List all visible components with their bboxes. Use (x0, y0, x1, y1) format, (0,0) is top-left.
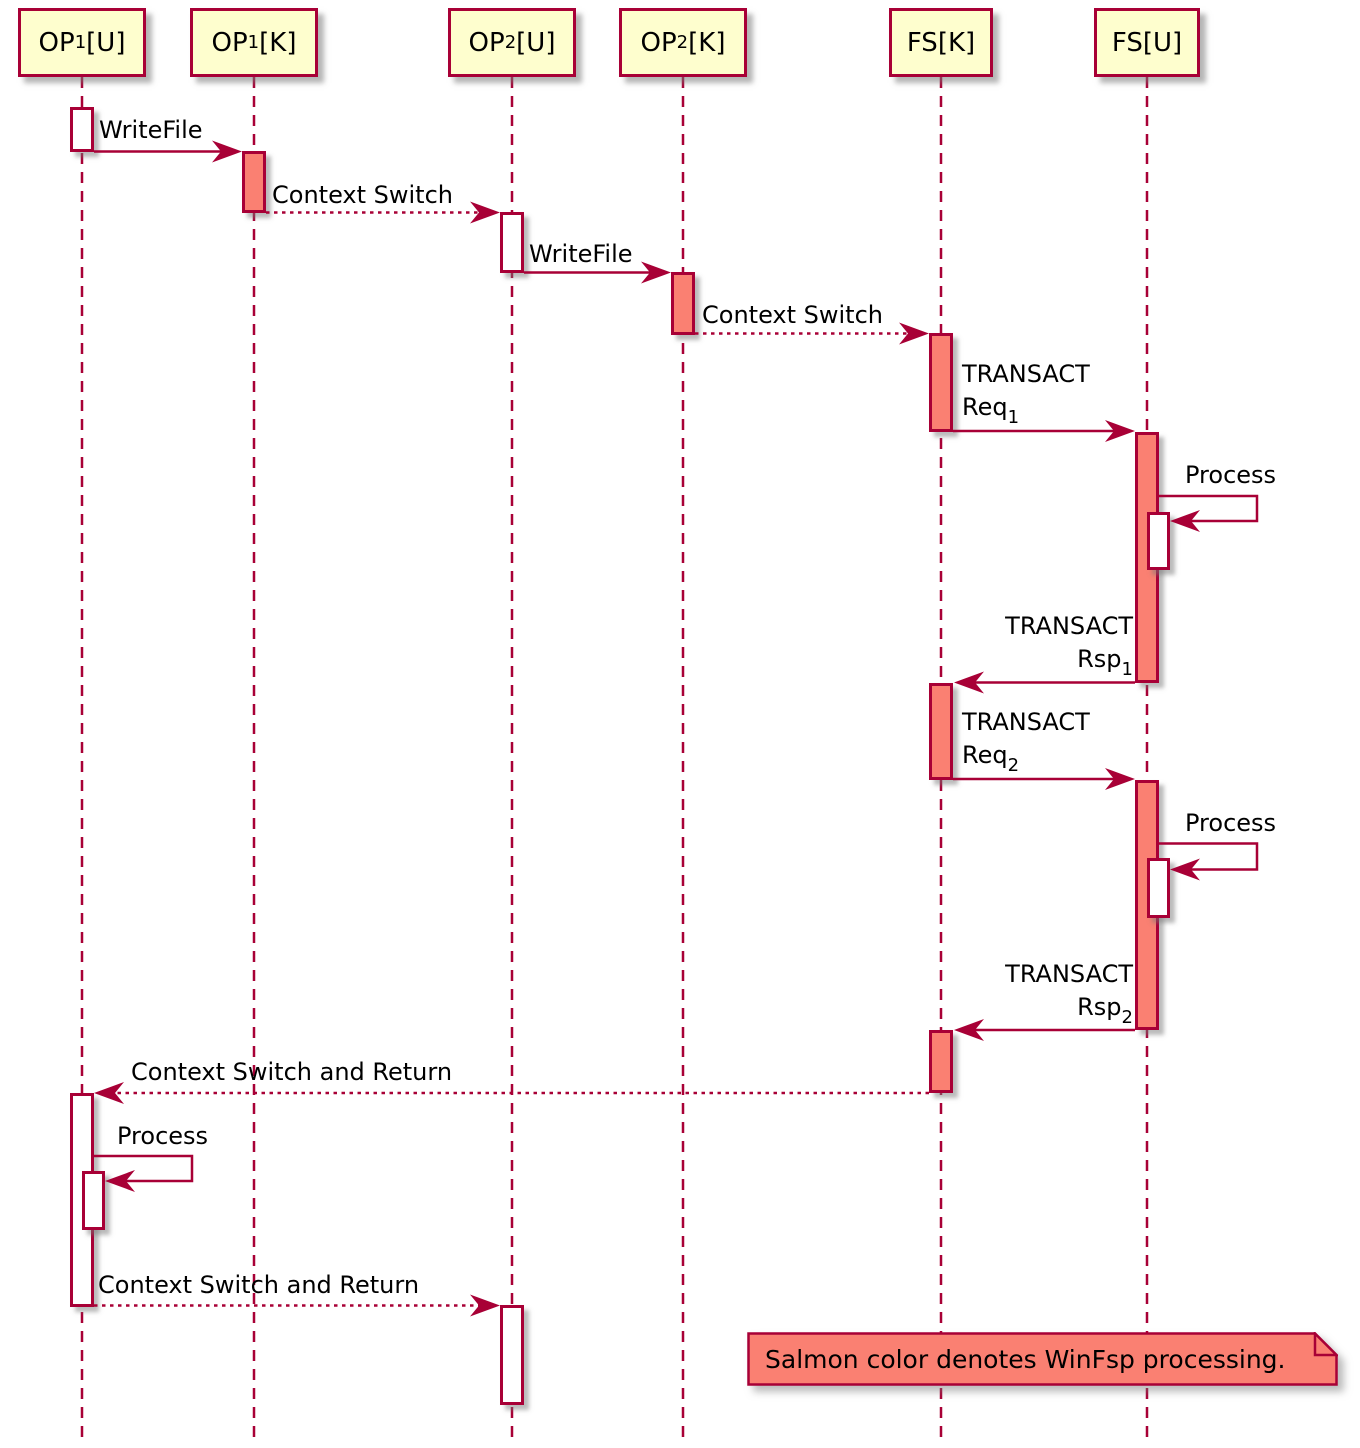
participant-fs-k: FS [K] (889, 8, 993, 77)
message-label-sub: 2 (1007, 755, 1020, 776)
message-label-line2: Rsp2 (1005, 991, 1133, 1034)
activation-fsk-salmon-1 (929, 333, 953, 432)
activation-op1u-start (70, 107, 94, 152)
message-label-line1: TRANSACT (962, 708, 1090, 736)
activation-fsk-salmon-2 (929, 683, 953, 780)
note-shape (747, 1330, 1340, 1386)
message-label-base: Req (962, 741, 1008, 769)
participant-label-sub: 1 (74, 32, 87, 53)
message-label-process-2: Process (1185, 809, 1277, 837)
activation-op1u-process (82, 1171, 105, 1230)
message-label-base: Rsp (1077, 993, 1122, 1021)
message-label-line2: Req1 (962, 391, 1090, 434)
participant-label-bracket: [U] (86, 27, 126, 58)
arrowhead-left-icon (1170, 858, 1200, 881)
participant-op2-u: OP 2 [U] (448, 8, 576, 77)
message-label-base: Rsp (1077, 645, 1122, 673)
participant-fs-u: FS [U] (1094, 8, 1200, 77)
message-label-transact-rsp-1: TRANSACT Rsp1 (1005, 610, 1133, 686)
message-label-process-3: Process (117, 1122, 209, 1150)
arrowhead-left-icon (105, 1170, 135, 1192)
participant-label: OP (468, 27, 505, 58)
activation-op2u-return (500, 1305, 524, 1405)
message-label-line2: Req2 (962, 739, 1090, 782)
arrowhead-left-icon (94, 1082, 124, 1104)
message-line-process-2 (1159, 842, 1259, 871)
message-label-line1: TRANSACT (962, 360, 1090, 388)
arrowhead-right-icon (641, 261, 671, 284)
arrowhead-right-icon (212, 140, 242, 163)
participant-label: OP (211, 27, 248, 58)
message-label-writefile-2: WriteFile (529, 240, 633, 268)
participant-op1-u: OP 1 [U] (18, 8, 146, 77)
message-label-line1: TRANSACT (1005, 960, 1133, 988)
participant-label-sub: 2 (504, 32, 517, 53)
activation-op2u-1 (500, 212, 524, 273)
message-label-base: Req (962, 393, 1008, 421)
message-label-transact-rsp-2: TRANSACT Rsp2 (1005, 958, 1133, 1034)
message-label-sub: 1 (1007, 407, 1020, 428)
arrowhead-left-icon (954, 671, 984, 694)
participant-label-bracket: [U] (516, 27, 556, 58)
arrowhead-right-icon (899, 322, 929, 345)
message-label-context-switch-return-2: Context Switch and Return (98, 1271, 420, 1299)
participant-op1-k: OP 1 [K] (190, 8, 318, 77)
note-fold-icon (1313, 1330, 1340, 1357)
message-label-transact-req-2: TRANSACT Req2 (962, 706, 1090, 782)
note-body (747, 1332, 1338, 1386)
message-label-context-switch-1: Context Switch (272, 181, 453, 209)
message-label-sub: 1 (1121, 659, 1133, 680)
activation-fsk-salmon-3 (929, 1030, 953, 1093)
arrowhead-left-icon (954, 1019, 984, 1041)
participant-label-bracket: [K] (259, 27, 297, 58)
arrowhead-right-icon (1105, 768, 1135, 790)
message-label-line2: Rsp1 (1005, 643, 1133, 686)
participant-label-sub: 1 (247, 32, 260, 53)
participant-label: FS (1111, 27, 1143, 58)
participant-label: OP (640, 27, 677, 58)
note-text: Salmon color denotes WinFsp processing. (765, 1344, 1286, 1374)
arrowhead-right-icon (1105, 420, 1135, 442)
message-label-context-switch-return-1: Context Switch and Return (131, 1058, 453, 1086)
activation-fsu-process-2 (1147, 858, 1170, 918)
arrowhead-right-icon (470, 201, 500, 224)
arrowhead-right-icon (470, 1294, 500, 1317)
participant-label-bracket: [K] (937, 27, 976, 58)
message-line-process-1 (1159, 494, 1259, 523)
participant-op2-k: OP 2 [K] (619, 8, 747, 77)
message-label-line1: TRANSACT (1005, 612, 1133, 640)
participant-label: FS (906, 27, 938, 58)
message-label-transact-req-1: TRANSACT Req1 (962, 358, 1090, 434)
participant-label-bracket: [U] (1142, 27, 1183, 58)
activation-op1k-salmon (242, 151, 266, 213)
activation-op2k-salmon (671, 272, 695, 335)
participant-label-bracket: [K] (688, 27, 726, 58)
message-line-process-3 (94, 1154, 194, 1183)
participant-label: OP (38, 27, 75, 58)
participant-label-sub: 2 (676, 32, 689, 53)
message-label-process-1: Process (1185, 461, 1277, 489)
arrowhead-left-icon (1170, 510, 1200, 532)
note-salmon-legend: Salmon color denotes WinFsp processing. (747, 1330, 1340, 1386)
message-label-writefile-1: WriteFile (99, 116, 203, 144)
message-label-context-switch-2: Context Switch (702, 301, 883, 329)
activation-fsu-process-1 (1147, 512, 1170, 570)
message-label-sub: 2 (1121, 1007, 1133, 1028)
